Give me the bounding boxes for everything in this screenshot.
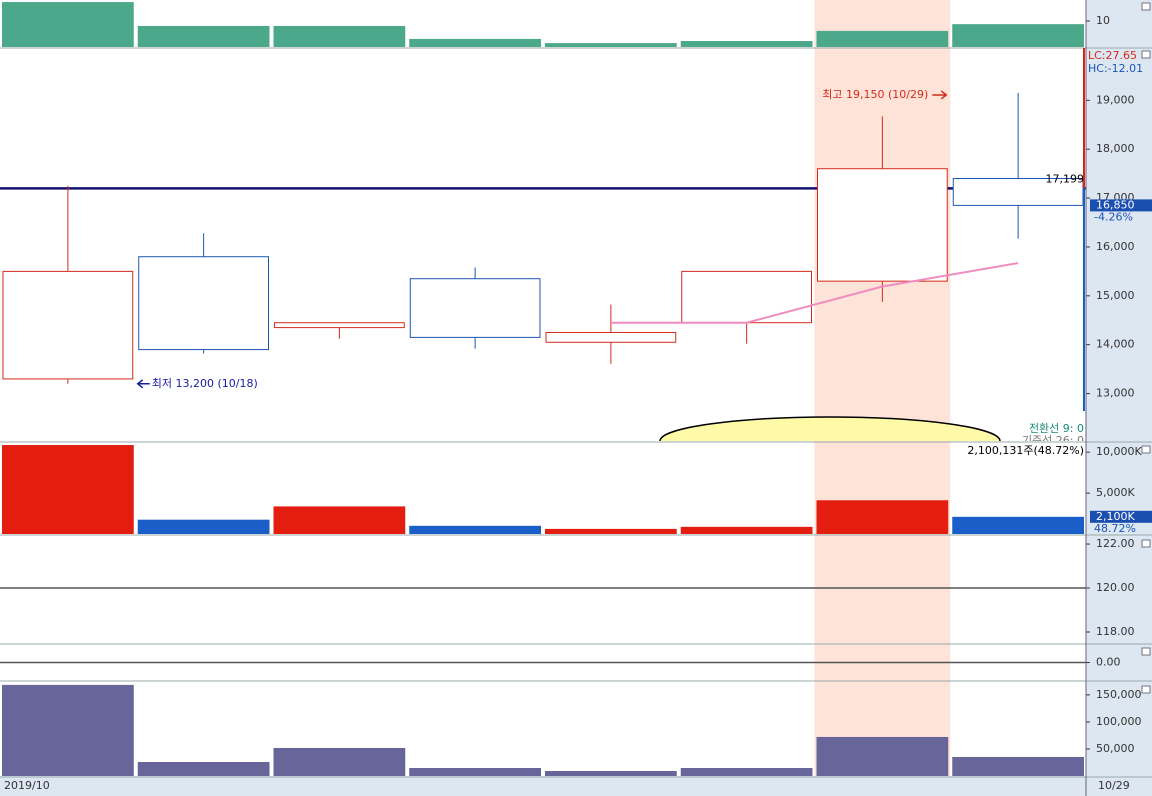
bar (2, 684, 134, 776)
x-axis-panel (0, 776, 1152, 796)
candle-body (138, 256, 269, 351)
bar (137, 519, 270, 534)
x-axis-end: 10/29 (1098, 779, 1130, 792)
bar (273, 506, 406, 534)
hc-label: HC:-12.01 (1088, 62, 1143, 75)
x-axis-start: 2019/10 (4, 779, 50, 792)
max-annotation: 최고 19,150 (10/29) (822, 88, 928, 101)
pane-button (1141, 539, 1151, 548)
bar (952, 24, 1084, 47)
bar (952, 516, 1084, 534)
ratio-label: 48.72% (1094, 522, 1136, 535)
bar (409, 525, 541, 534)
bar (816, 736, 949, 776)
pane-button (1141, 2, 1151, 11)
y-tick-label: 118.00 (1096, 625, 1135, 638)
y-tick-label: 10,000K (1096, 445, 1142, 458)
candle-body (545, 331, 677, 343)
pane-button (1141, 647, 1151, 656)
y-tick-label: 16,000 (1096, 240, 1135, 253)
last-price-box (1090, 199, 1152, 212)
last-volume-label: 2,100K (1096, 510, 1135, 523)
bar (816, 30, 949, 47)
last-volume-box (1090, 510, 1152, 523)
bar (680, 767, 813, 776)
y-tick-label: 0.00 (1096, 656, 1121, 669)
bar (409, 38, 541, 47)
y-tick-label: 120.00 (1096, 581, 1135, 594)
bar (2, 2, 134, 48)
candle-body (681, 270, 812, 324)
candle-body (2, 270, 134, 380)
bar (273, 747, 406, 776)
pane-button (1141, 445, 1151, 454)
y-tick-label: 122.00 (1096, 537, 1135, 550)
bar (545, 43, 677, 47)
moving-average (610, 262, 1019, 324)
volume-info: 2,100,131주(48.72%) (967, 444, 1084, 457)
candle-body (274, 322, 405, 329)
y-tick-label: 10 (1096, 14, 1110, 27)
min-arrow (136, 379, 150, 389)
bar (409, 767, 541, 776)
y-tick-label: 14,000 (1096, 338, 1135, 351)
price-range-up (1083, 48, 1085, 189)
min-annotation: 최저 13,200 (10/18) (152, 377, 258, 390)
bar (273, 25, 406, 47)
max-arrow (932, 90, 948, 100)
y-tick-label: 19,000 (1096, 93, 1135, 106)
reference-label: 17,199 (1046, 172, 1085, 185)
last-price-label: 16,850 (1096, 198, 1135, 211)
bar (680, 526, 813, 534)
lc-label: LC:27.65 (1088, 49, 1137, 62)
price-range-down (1083, 188, 1085, 411)
indicator-cloud (659, 416, 1001, 441)
candle-body (817, 168, 948, 282)
candle-body (952, 178, 1084, 206)
bar (545, 528, 677, 534)
indicator-label: 전환선 9: 0 (1029, 422, 1084, 435)
y-tick-label: 18,000 (1096, 142, 1135, 155)
bar (680, 41, 813, 47)
bar (137, 25, 270, 47)
y-tick-label: 13,000 (1096, 387, 1135, 400)
highlight-column (814, 0, 951, 776)
bar (2, 445, 134, 534)
y-tick-label: 5,000K (1096, 486, 1135, 499)
axis-panel (1086, 0, 1152, 796)
bar (952, 756, 1084, 776)
bar (545, 770, 677, 776)
y-tick-label: 50,000 (1096, 742, 1135, 755)
pane-button (1141, 50, 1151, 59)
indicator-label: 기준선 26: 0 (1022, 434, 1084, 447)
y-tick-label: 100,000 (1096, 715, 1142, 728)
bar (816, 500, 949, 534)
candle-body (409, 278, 541, 338)
bar (137, 761, 270, 776)
change-label: -4.26% (1094, 210, 1133, 223)
y-tick-label: 15,000 (1096, 289, 1135, 302)
pane-button (1141, 685, 1151, 694)
y-tick-label: 150,000 (1096, 688, 1142, 701)
